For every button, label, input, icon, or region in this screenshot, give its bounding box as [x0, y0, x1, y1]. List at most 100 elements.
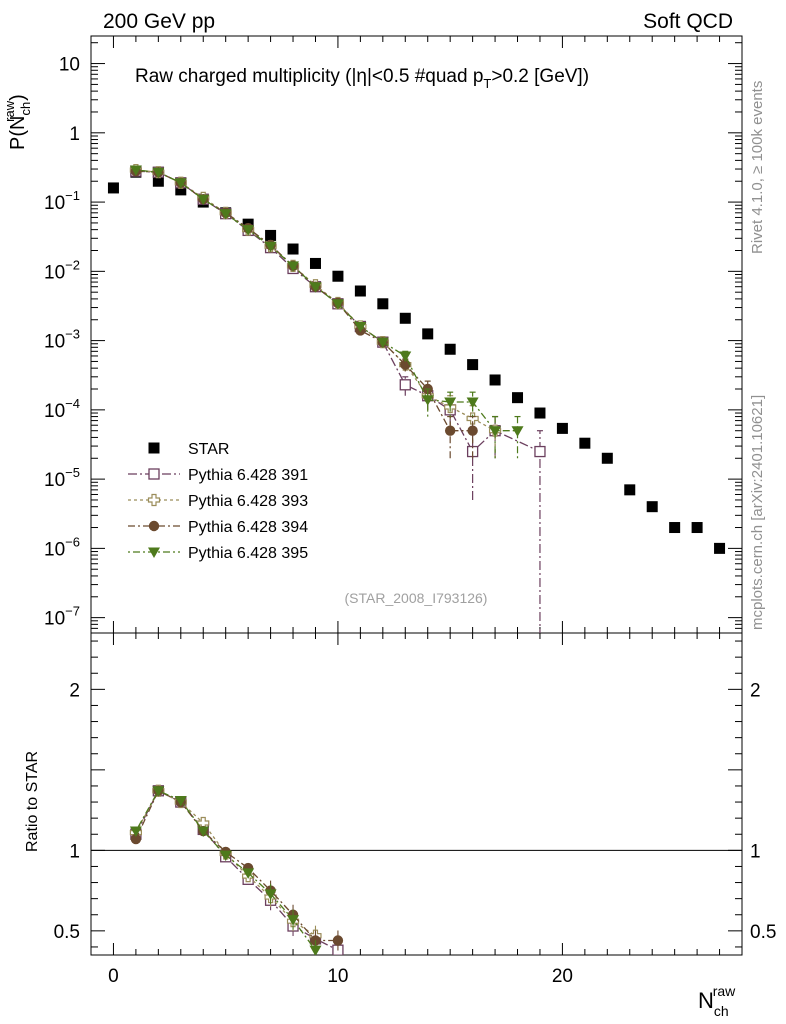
data-point-p395: [174, 178, 187, 189]
header-category-label: Soft QCD: [643, 10, 733, 33]
data-point-star: [287, 243, 299, 255]
chart-title: Raw charged multiplicity (|η|<0.5 #quad …: [135, 66, 589, 91]
data-point-p395: [197, 194, 210, 206]
ratio-point-p395: [219, 850, 232, 862]
data-point-p394: [467, 425, 478, 436]
data-point-star: [377, 298, 389, 310]
legend-label: STAR: [188, 441, 229, 458]
marker-shape: [309, 257, 321, 269]
marker-shape: [129, 165, 142, 177]
data-point-p391: [399, 379, 411, 391]
legend-marker: [148, 520, 160, 532]
legend-marker: [147, 493, 161, 507]
data-point-star: [354, 285, 366, 297]
marker-shape: [421, 395, 434, 406]
series-line-p395: [135, 169, 518, 432]
y-tick-base: 10: [44, 193, 65, 214]
data-point-p395: [466, 397, 479, 408]
ratio-point-p394: [130, 833, 142, 845]
main-panel-frame: [90, 35, 743, 634]
marker-shape: [287, 243, 299, 255]
marker-shape: [175, 184, 187, 196]
marker-shape: [242, 868, 255, 879]
marker-shape: [489, 374, 501, 386]
data-point-p395: [219, 209, 232, 220]
marker-shape: [377, 298, 389, 310]
marker-shape: [148, 468, 160, 480]
ratio-y-axis-label: Ratio to STAR: [24, 751, 41, 852]
marker-shape: [714, 542, 726, 554]
xlabel-part-main: N: [698, 988, 714, 1013]
data-point-star: [556, 422, 568, 434]
legend-item-p391: Pythia 6.428 391: [128, 467, 308, 484]
y-axis-label: P(Nchraw): [2, 94, 33, 150]
data-point-star: [489, 374, 501, 386]
y-tick-label: 10−4: [44, 396, 80, 422]
x-tick-label: 0: [108, 966, 119, 987]
data-point-star: [175, 184, 187, 196]
ratio-line-p394: [135, 789, 338, 942]
xlabel-part-sub: ch: [714, 1003, 729, 1019]
data-point-star: [646, 501, 658, 513]
ratio-point-p395: [242, 868, 255, 879]
data-point-p395: [444, 397, 457, 408]
marker-shape: [130, 833, 142, 845]
y-tick-base: 10: [44, 332, 65, 353]
legend-item-p393: Pythia 6.428 393: [128, 493, 308, 510]
data-point-p395: [354, 321, 367, 333]
y-tick-label: 10−2: [44, 257, 80, 283]
marker-shape: [332, 270, 344, 282]
x-tick-label: 20: [552, 966, 573, 987]
marker-shape: [354, 285, 366, 297]
ratio-y-tick-label-left: 2: [69, 680, 80, 701]
marker-shape: [148, 442, 160, 454]
y-tick-base: 10: [44, 401, 65, 422]
data-point-star: [265, 229, 277, 241]
marker-shape: [242, 225, 255, 236]
marker-shape: [444, 397, 457, 408]
series-line-p393: [135, 169, 496, 432]
marker-shape: [219, 850, 232, 862]
analysis-id-watermark: (STAR_2008_I793126): [345, 590, 488, 606]
marker-shape: [309, 945, 322, 955]
ratio-point-p394: [332, 935, 344, 946]
data-point-p395: [376, 337, 389, 349]
marker-shape: [624, 484, 636, 496]
data-point-p395: [287, 261, 300, 272]
marker-shape: [422, 328, 434, 340]
y-tick-label: 10: [59, 55, 80, 76]
rivet-version-label: Rivet 4.1.0, ≥ 100k events: [749, 81, 766, 254]
marker-shape: [148, 547, 160, 558]
data-point-star: [624, 484, 636, 496]
marker-shape: [669, 522, 681, 534]
marker-shape: [197, 194, 210, 206]
title-part-main: Raw charged multiplicity (|: [135, 66, 356, 87]
y-tick-label: 10−5: [44, 465, 80, 491]
marker-shape: [534, 445, 546, 458]
marker-shape: [556, 422, 568, 434]
legend-item-star: STAR: [148, 441, 229, 458]
ratio-line-p391: [135, 789, 339, 951]
y-tick-exponent: −4: [65, 396, 80, 411]
marker-shape: [512, 392, 524, 404]
marker-shape: [444, 425, 456, 436]
marker-shape: [309, 282, 322, 293]
header-energy-label: 200 GeV pp: [103, 10, 215, 33]
marker-shape: [152, 175, 164, 187]
ratio-y-tick-label-right: 0.5: [750, 922, 776, 943]
title-part-sub: T: [483, 76, 491, 91]
data-point-star: [691, 522, 703, 534]
marker-shape: [354, 321, 367, 333]
data-point-star: [669, 522, 681, 534]
y-tick-label: 1: [69, 124, 80, 145]
legend-label: Pythia 6.428 395: [188, 545, 308, 562]
title-part-end: >0.2 [GeV]): [491, 66, 589, 87]
marker-shape: [399, 379, 411, 391]
marker-shape: [147, 493, 161, 507]
data-point-star: [579, 437, 591, 449]
data-point-star: [601, 452, 613, 464]
y-tick-base: 10: [44, 609, 65, 630]
marker-shape: [264, 241, 277, 253]
marker-shape: [287, 915, 300, 926]
